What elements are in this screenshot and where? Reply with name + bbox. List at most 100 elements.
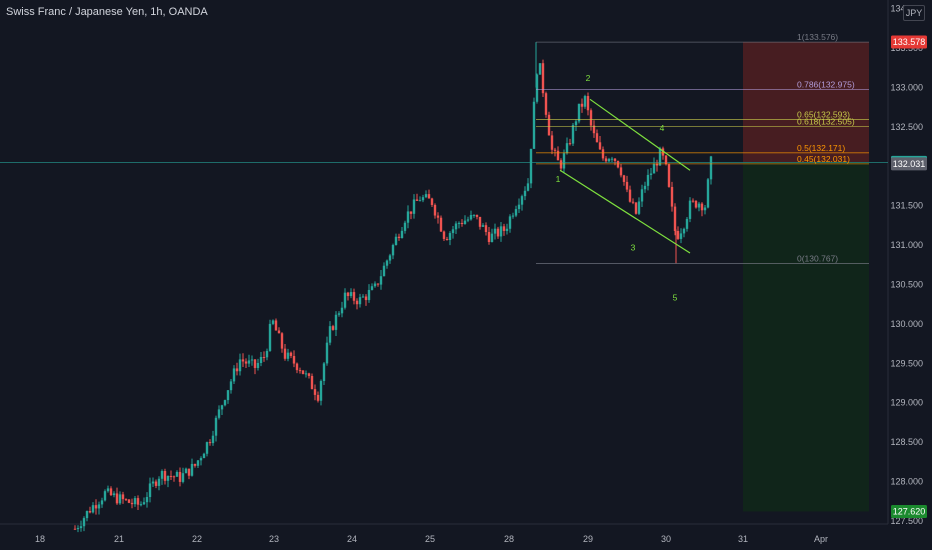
candle-body bbox=[349, 292, 353, 297]
candle-body bbox=[373, 283, 377, 287]
candle-body bbox=[391, 245, 395, 256]
candle-body bbox=[382, 265, 386, 277]
candles[interactable] bbox=[73, 42, 713, 533]
candle-body bbox=[139, 504, 143, 506]
candle-body bbox=[142, 502, 146, 505]
candle-body bbox=[595, 133, 599, 143]
candle-body bbox=[211, 435, 215, 444]
candle-body bbox=[526, 183, 530, 191]
stop-loss-zone[interactable] bbox=[743, 41, 869, 163]
time-axis[interactable]: 18 21 22 23 24 25 28 29 30 31 Apr bbox=[35, 534, 828, 544]
time-tick-label: 25 bbox=[425, 534, 435, 544]
fib-retracement[interactable]: 1(133.576) 0.786(132.975) 0.65(132.593)0.6… bbox=[536, 32, 869, 264]
candle-body bbox=[574, 121, 578, 126]
currency-button[interactable]: JPY bbox=[903, 5, 925, 21]
candle-body bbox=[346, 292, 350, 297]
fib-level-label: 0.618(132.505) bbox=[797, 117, 855, 127]
candle-body bbox=[289, 352, 293, 356]
candle-body bbox=[670, 186, 674, 207]
candle-body bbox=[505, 228, 509, 231]
candle-body bbox=[175, 471, 179, 477]
candle-body bbox=[397, 236, 401, 239]
candle-body bbox=[535, 74, 539, 102]
candle-body bbox=[415, 199, 419, 201]
candle-body bbox=[388, 255, 392, 261]
time-tick-label: 18 bbox=[35, 534, 45, 544]
candle-body bbox=[85, 511, 89, 519]
candle-body bbox=[496, 228, 500, 237]
candle-body bbox=[340, 307, 344, 314]
candle-body bbox=[127, 499, 131, 503]
candle-body bbox=[469, 215, 473, 220]
candle-body bbox=[529, 148, 533, 184]
candle-body bbox=[376, 283, 380, 285]
candle-body bbox=[667, 164, 671, 187]
candle-body bbox=[556, 150, 560, 161]
candle-body bbox=[637, 201, 641, 214]
target-price-badge: 127.620 bbox=[891, 504, 927, 518]
candle-body bbox=[310, 375, 314, 390]
candle-body bbox=[394, 236, 398, 246]
price-axis[interactable]: 134.000133.500133.000132.500132.000131.5… bbox=[890, 4, 923, 526]
candle-body bbox=[196, 460, 200, 466]
candle-body bbox=[331, 326, 335, 330]
candle-body bbox=[481, 225, 485, 227]
channel-upper-line[interactable] bbox=[589, 98, 691, 171]
candle-body bbox=[283, 348, 287, 359]
fib-level-label: 0.65(132.593) bbox=[797, 110, 850, 120]
candle-body bbox=[280, 333, 284, 349]
candle-body bbox=[154, 481, 158, 486]
candle-body bbox=[490, 233, 494, 242]
candle-body bbox=[460, 222, 464, 225]
fib-level-label: 1(133.576) bbox=[797, 32, 838, 42]
candle-body bbox=[499, 226, 503, 237]
target-price-badge-text: 127.620 bbox=[893, 507, 926, 517]
candle-body bbox=[550, 135, 554, 150]
fib-045-price-badge: 132.031 bbox=[891, 157, 927, 171]
candle-body bbox=[238, 359, 242, 372]
channel-lower-line[interactable] bbox=[559, 169, 691, 254]
candle-body bbox=[427, 194, 431, 199]
candle-body bbox=[124, 499, 128, 501]
candle-body bbox=[544, 93, 548, 115]
candle-body bbox=[484, 225, 488, 233]
candle-body bbox=[166, 475, 170, 481]
candle-body bbox=[76, 528, 80, 530]
candle-body bbox=[562, 153, 566, 169]
candle-body bbox=[328, 326, 332, 343]
candle-body bbox=[205, 442, 209, 454]
candle-body bbox=[658, 148, 662, 166]
price-tick-label: 130.000 bbox=[890, 319, 923, 329]
candle-body bbox=[517, 204, 521, 210]
candle-body bbox=[301, 370, 305, 374]
candle-body bbox=[688, 200, 692, 219]
candle-body bbox=[409, 211, 413, 214]
price-tick-label: 129.000 bbox=[890, 398, 923, 408]
candle-body bbox=[553, 149, 557, 151]
candle-body bbox=[178, 471, 182, 482]
candle-body bbox=[607, 158, 611, 162]
take-profit-zone[interactable] bbox=[743, 162, 869, 512]
candle-body bbox=[217, 409, 221, 418]
candle-body bbox=[625, 181, 629, 190]
fib-level-label: 0(130.767) bbox=[797, 253, 838, 263]
price-tick-label: 127.500 bbox=[890, 516, 923, 526]
candle-body bbox=[103, 491, 107, 501]
candle-body bbox=[298, 370, 302, 372]
candle-body bbox=[418, 200, 422, 202]
candle-body bbox=[385, 260, 389, 266]
candle-body bbox=[169, 475, 173, 477]
candle-body bbox=[412, 199, 416, 214]
candle-body bbox=[97, 504, 101, 509]
candle-body bbox=[445, 238, 449, 241]
candle-body bbox=[472, 214, 476, 216]
candle-body bbox=[451, 229, 455, 234]
candle-body bbox=[325, 342, 329, 364]
candle-body bbox=[613, 158, 617, 161]
candle-body bbox=[547, 114, 551, 136]
candle-body bbox=[577, 103, 581, 122]
candle-body bbox=[271, 320, 275, 324]
candle-body bbox=[109, 488, 113, 496]
candle-body bbox=[619, 167, 623, 176]
